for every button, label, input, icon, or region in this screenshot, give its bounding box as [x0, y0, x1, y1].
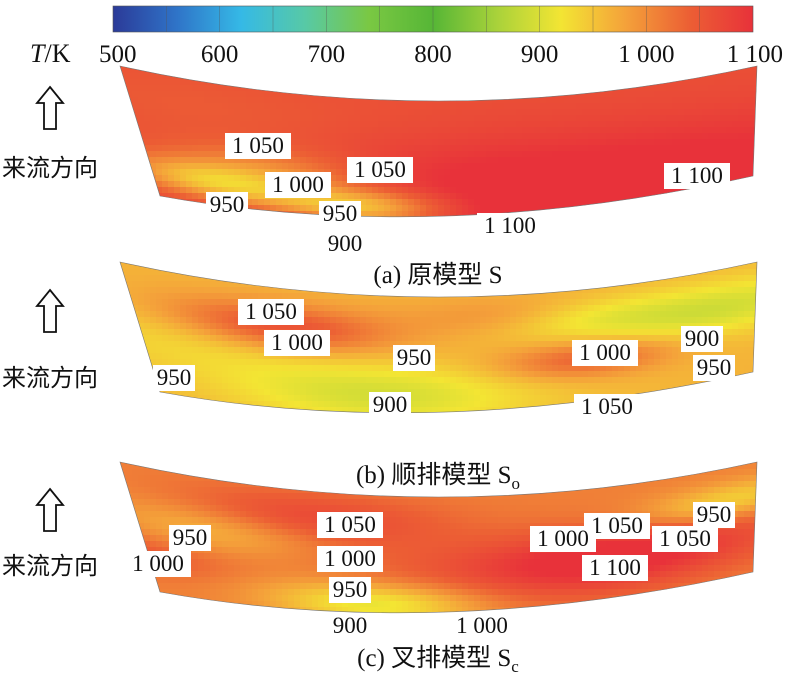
contour-label: 1 100 — [589, 555, 641, 580]
colorbar-tick-label: 600 — [201, 41, 239, 68]
contour-label-box — [530, 526, 596, 552]
contour-label: 950 — [210, 192, 245, 217]
colorbar-tick-label: 800 — [414, 41, 452, 68]
contour-label-box — [225, 133, 291, 159]
flow-direction-label: 来流方向 — [2, 553, 98, 580]
contour-label: 1 000 — [271, 330, 323, 355]
contour-label-box — [319, 201, 361, 227]
contour-label: 900 — [328, 231, 363, 256]
panel-a: 1 050 1 000 1 050 950 950 900 1 100 1 100 来流方向 (a… — [2, 65, 758, 289]
contour-label-box — [664, 163, 730, 189]
contour-label-box — [169, 525, 211, 551]
colorbar-tick-label: 700 — [308, 41, 346, 68]
contour-label-box — [681, 326, 723, 352]
contour-label-box — [317, 512, 383, 538]
contour-label-box — [477, 213, 543, 239]
panel-outline — [119, 461, 758, 614]
panel-caption: (b) 顺排模型 So — [356, 461, 520, 493]
flow-arrow-icon — [35, 288, 65, 333]
contour-label-box — [329, 577, 371, 603]
contour-label: 950 — [697, 355, 732, 380]
panel-outline — [119, 261, 758, 414]
contour-label-box — [329, 613, 371, 639]
contour-label: 950 — [333, 577, 368, 602]
colorbar-tick-label: 1 100 — [727, 41, 783, 68]
contour-label-box — [264, 330, 330, 356]
contour-label-box — [693, 502, 735, 528]
contour-label: 950 — [323, 201, 358, 226]
contour-label-box — [369, 392, 411, 418]
flow-direction-label: 来流方向 — [2, 155, 98, 182]
contour-label-box — [125, 551, 191, 577]
panel-caption: (a) 原模型 S — [373, 261, 502, 289]
contour-label-box — [206, 192, 248, 218]
panel-caption: (c) 叉排模型 Sc — [357, 644, 519, 676]
contour-label-box — [393, 345, 435, 371]
contour-label-box — [582, 555, 648, 581]
contour-label-box — [693, 355, 735, 381]
colorbar-label: T/K — [30, 39, 71, 68]
contour-label-box — [238, 299, 304, 325]
colorbar-tick-label: 500 — [99, 41, 137, 68]
contour-label: 1 000 — [579, 340, 631, 365]
contour-label: 1 100 — [671, 163, 723, 188]
flow-direction-label: 来流方向 — [2, 365, 98, 392]
colorbar-tick-label: 900 — [521, 41, 559, 68]
contour-label-box — [347, 157, 413, 183]
contour-label: 1 050 — [324, 512, 376, 537]
contour-label-box — [153, 365, 195, 391]
contour-label: 1 050 — [232, 133, 284, 158]
contour-label: 1 000 — [132, 551, 184, 576]
contour-label-box — [652, 526, 718, 552]
contour-label: 900 — [685, 326, 720, 351]
contour-label-box — [324, 231, 366, 257]
contour-label: 900 — [373, 392, 408, 417]
flow-arrow-icon — [35, 487, 65, 532]
contour-label: 1 050 — [659, 526, 711, 551]
colorbar-tick-label: 1 000 — [618, 41, 674, 68]
contour-label: 1 000 — [456, 613, 508, 638]
contour-label: 950 — [173, 525, 208, 550]
contour-label: 900 — [333, 613, 368, 638]
contour-label: 1 000 — [537, 526, 589, 551]
contour-label: 1 000 — [324, 546, 376, 571]
contour-label-box — [265, 172, 331, 198]
contour-label: 950 — [397, 345, 432, 370]
contour-label: 950 — [157, 365, 192, 390]
contour-label: 1 050 — [354, 157, 406, 182]
contour-label: 1 050 — [591, 513, 643, 538]
contour-label: 1 050 — [245, 299, 297, 324]
contour-label-box — [317, 546, 383, 572]
flow-arrow-icon — [35, 85, 65, 130]
contour-label-box — [574, 394, 640, 420]
contour-label-box — [449, 613, 515, 639]
contour-label-box — [572, 340, 638, 366]
contour-label: 1 050 — [581, 394, 633, 419]
contour-label: 1 000 — [272, 172, 324, 197]
panel-b: 1 050 1 000 950 950 900 1 000 1 050 900 950 来流方向 (… — [2, 261, 758, 493]
contour-label: 1 100 — [484, 213, 536, 238]
contour-label: 950 — [697, 502, 732, 527]
